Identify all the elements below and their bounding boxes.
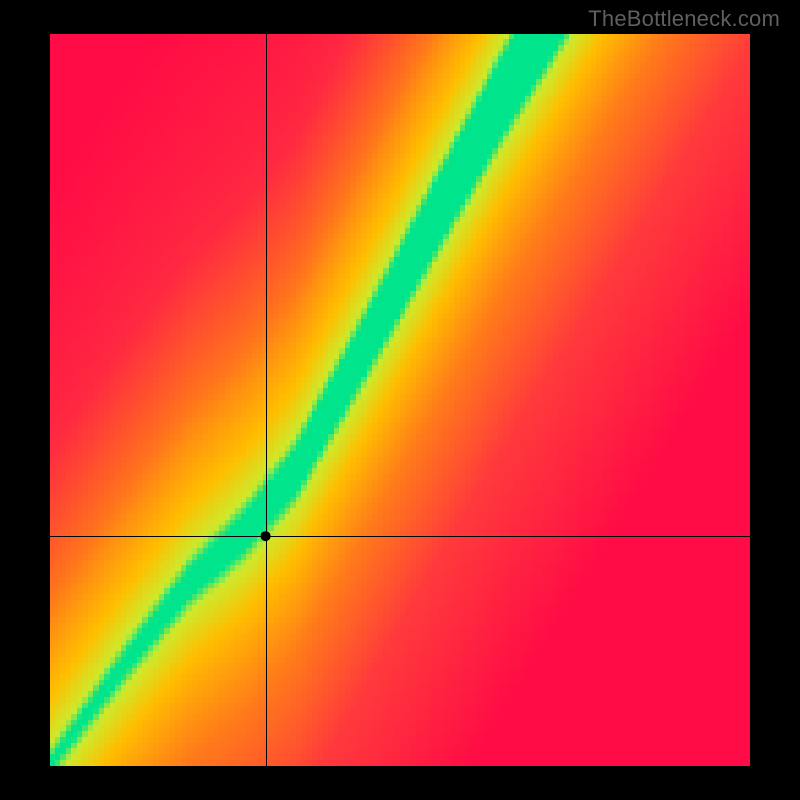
chart-container: TheBottleneck.com	[0, 0, 800, 800]
crosshair-overlay	[50, 34, 750, 766]
watermark-label: TheBottleneck.com	[588, 6, 780, 32]
